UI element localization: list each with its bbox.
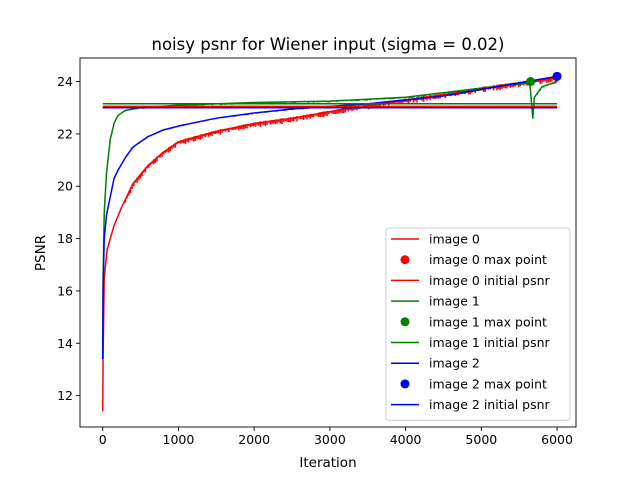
image-0-max-point-legend-swatch <box>400 255 410 265</box>
y-tick-label: 24 <box>57 74 73 89</box>
image-1-max-point-legend-swatch <box>400 317 410 327</box>
y-tick-label: 14 <box>57 336 73 351</box>
y-tick-label: 12 <box>57 388 73 403</box>
image-2-initial-psnr-legend-label: image 2 initial psnr <box>429 397 551 412</box>
y-tick-label: 18 <box>57 231 73 246</box>
chart-title: noisy psnr for Wiener input (sigma = 0.0… <box>151 35 504 54</box>
image-0-legend-label: image 0 <box>429 232 480 247</box>
legend: image 0 image 0 max point image 0 initial … <box>385 227 571 421</box>
x-tick-label: 2000 <box>238 432 270 447</box>
image-1-initial-psnr-legend-label: image 1 initial psnr <box>429 335 551 350</box>
image-1-max-point-legend-label: image 1 max point <box>429 314 547 329</box>
axes: 0 1000 2000 3000 4000 5000 6000 12 14 16 18 20 22 24 <box>57 57 577 447</box>
x-tick-label: 4000 <box>390 432 422 447</box>
x-axis-label: Iteration <box>299 455 356 471</box>
plot-area <box>101 71 562 412</box>
x-tick-label: 3000 <box>314 432 346 447</box>
x-tick-label: 0 <box>99 432 107 447</box>
x-tick-label: 5000 <box>465 432 497 447</box>
image-2-max-point-legend-label: image 2 max point <box>429 376 547 391</box>
y-axis-label: PSNR <box>33 235 49 271</box>
y-tick-label: 16 <box>57 283 73 298</box>
image-0-initial-psnr-legend-label: image 0 initial psnr <box>429 273 551 288</box>
plot-frame <box>79 57 577 428</box>
x-tick-label: 6000 <box>541 432 573 447</box>
y-tick-label: 20 <box>57 179 73 194</box>
y-tick-label: 22 <box>57 126 73 141</box>
x-tick-label: 1000 <box>163 432 195 447</box>
image-2-max-point-legend-swatch <box>400 379 410 389</box>
image-1-legend-label: image 1 <box>429 294 480 309</box>
image-2-max-point-marker <box>552 71 562 81</box>
image-0-max-point-legend-label: image 0 max point <box>429 252 547 267</box>
image-1-max-point-marker <box>526 77 536 87</box>
image-2-legend-label: image 2 <box>429 356 480 371</box>
legend-box <box>385 227 571 421</box>
